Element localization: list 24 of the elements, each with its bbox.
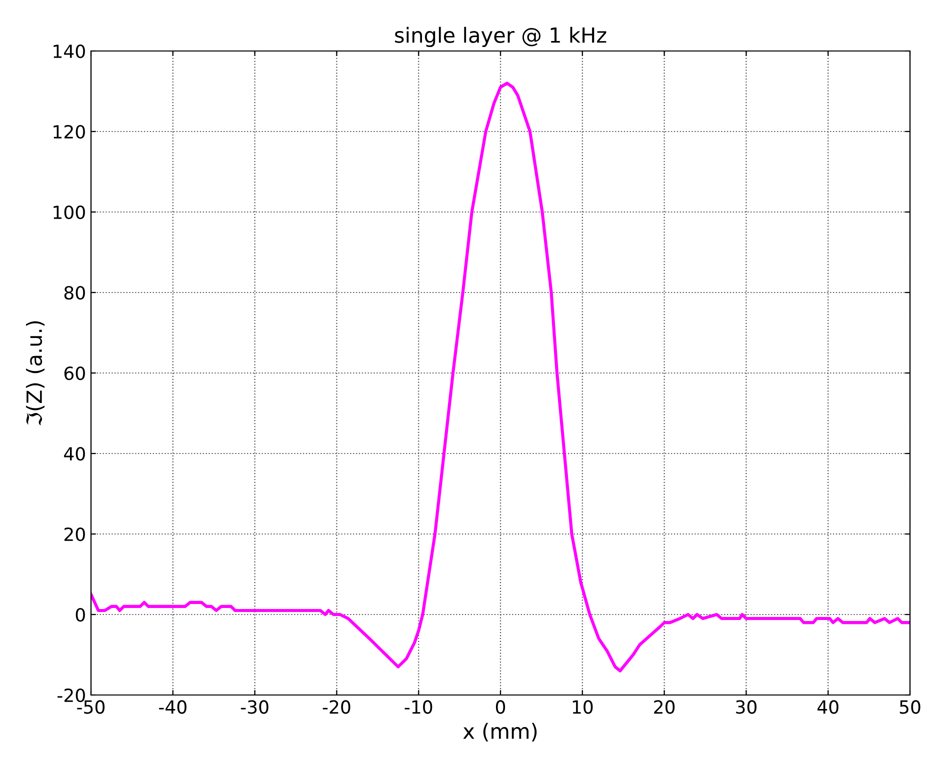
x-tick-label: -30 [240, 700, 268, 714]
y-tick-label: 120 [54, 124, 85, 139]
y-tick-label: 20 [64, 527, 85, 542]
chart-title: single layer @ 1 kHz [395, 26, 606, 47]
x-tick-label: 10 [572, 700, 593, 714]
line-series [91, 82, 910, 672]
x-tick-label: -50 [77, 700, 105, 714]
y-axis-title: ℑ(Z) (a.u.) [26, 321, 45, 426]
y-tick-label: 40 [64, 446, 85, 461]
x-tick-label: 0 [496, 700, 506, 714]
x-tick-label: -20 [322, 700, 350, 714]
x-tick-label: 30 [736, 700, 756, 714]
x-axis-title: x (mm) [463, 722, 537, 742]
x-tick-label: 40 [817, 700, 838, 714]
y-tick-label: 140 [54, 44, 85, 58]
y-tick-label: -20 [58, 688, 85, 702]
y-tick-label: 60 [64, 366, 85, 380]
y-tick-label: 100 [54, 205, 85, 220]
x-tick-label: -10 [404, 700, 432, 714]
x-tick-label: 50 [900, 700, 920, 714]
y-tick-label: 80 [64, 286, 85, 300]
y-tick-label: 0 [76, 608, 85, 622]
x-tick-label: -40 [159, 700, 186, 714]
x-tick-label: 20 [654, 700, 675, 714]
